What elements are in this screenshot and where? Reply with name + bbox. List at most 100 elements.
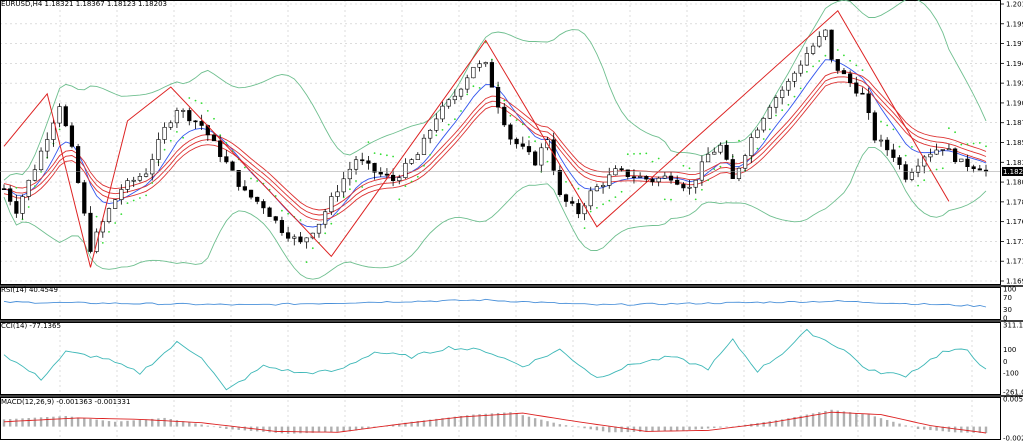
candle-body[interactable] [378,171,383,175]
candle-body[interactable] [298,236,303,243]
candle-body[interactable] [279,220,285,233]
candle-body[interactable] [631,176,637,179]
candle-body[interactable] [965,158,970,167]
candle-body[interactable] [403,163,408,178]
candle-body[interactable] [767,106,772,119]
candle-body[interactable] [773,97,779,108]
candle-body[interactable] [360,159,365,162]
candle-body[interactable] [119,189,124,200]
cci-pane[interactable]: 311.1170 100 0 -100 -261.023 [3,322,1023,397]
candle-body[interactable] [644,176,649,180]
candle-body[interactable] [502,106,507,126]
candle-body[interactable] [909,172,914,180]
candle-body[interactable] [224,156,229,163]
candle-body[interactable] [520,143,525,147]
candle-body[interactable] [810,45,816,54]
candle-body[interactable] [526,146,532,153]
candle-body[interactable] [489,62,495,88]
candle-body[interactable] [458,88,464,97]
candle-body[interactable] [316,223,322,234]
candle-body[interactable] [804,53,809,66]
candle-body[interactable] [841,70,847,75]
candle-body[interactable] [848,73,853,84]
candle-body[interactable] [817,36,822,47]
candle-body[interactable] [69,125,75,147]
candle-body[interactable] [705,153,711,163]
candle-body[interactable] [928,153,933,158]
candle-body[interactable] [749,137,754,157]
candle-body[interactable] [687,186,692,189]
candle-body[interactable] [273,216,278,221]
candle-body[interactable] [341,178,346,193]
candle-body[interactable] [38,150,44,171]
candle-body[interactable] [261,201,266,209]
candle-body[interactable] [625,169,630,178]
candle-body[interactable] [977,168,982,171]
candle-body[interactable] [959,158,964,162]
candle-body[interactable] [570,201,575,204]
candle-body[interactable] [82,182,87,214]
candle-body[interactable] [477,63,482,68]
candle-body[interactable] [650,178,655,183]
candle-body[interactable] [218,140,223,157]
candle-body[interactable] [860,92,865,95]
candle-body[interactable] [897,157,902,165]
candle-body[interactable] [755,129,760,138]
candle-body[interactable] [835,59,840,71]
candle-body[interactable] [242,186,247,191]
candle-body[interactable] [743,155,748,169]
candle-body[interactable] [983,169,989,172]
candle-body[interactable] [353,159,359,170]
candle-body[interactable] [681,184,686,189]
candle-body[interactable] [199,121,204,126]
candle-body[interactable] [885,139,890,151]
candle-body[interactable] [563,194,569,202]
candle-body[interactable] [162,126,167,140]
candle-body[interactable] [14,201,19,214]
candle-body[interactable] [428,130,433,139]
candle-body[interactable] [780,89,785,98]
candle-body[interactable] [113,199,118,209]
candle-body[interactable] [576,203,581,215]
candle-body[interactable] [181,110,186,112]
candle-body[interactable] [891,149,896,158]
candle-body[interactable] [872,112,877,141]
candle-body[interactable] [131,179,136,182]
candle-body[interactable] [638,176,643,178]
candle-body[interactable] [390,174,396,181]
candle-body[interactable] [730,159,735,179]
candle-body[interactable] [248,189,254,198]
candle-body[interactable] [125,180,130,190]
candle-body[interactable] [786,81,791,91]
candle-body[interactable] [440,105,445,120]
candle-body[interactable] [323,211,328,225]
price-pane[interactable] [0,0,1000,280]
candle-body[interactable] [495,86,501,108]
candle-body[interactable] [465,77,470,90]
candle-body[interactable] [137,176,142,181]
candle-body[interactable] [174,110,180,124]
candle-body[interactable] [236,170,241,187]
candle-body[interactable] [304,237,309,243]
candle-body[interactable] [823,29,828,37]
candle-body[interactable] [724,144,729,160]
candle-body[interactable] [934,149,939,155]
candle-body[interactable] [971,166,976,170]
candle-body[interactable] [613,168,618,176]
candle-body[interactable] [514,138,519,145]
candle-body[interactable] [20,196,25,214]
candle-body[interactable] [675,179,680,185]
candle-body[interactable] [829,29,834,60]
candle-body[interactable] [57,106,62,124]
candle-body[interactable] [168,122,173,128]
candle-body[interactable] [903,164,908,180]
candle-body[interactable] [230,161,235,171]
candle-body[interactable] [347,168,352,180]
candle-body[interactable] [32,169,37,181]
candle-body[interactable] [662,175,667,179]
candle-body[interactable] [600,185,606,187]
candle-body[interactable] [255,196,260,202]
candle-body[interactable] [211,134,217,142]
candle-body[interactable] [143,173,149,177]
